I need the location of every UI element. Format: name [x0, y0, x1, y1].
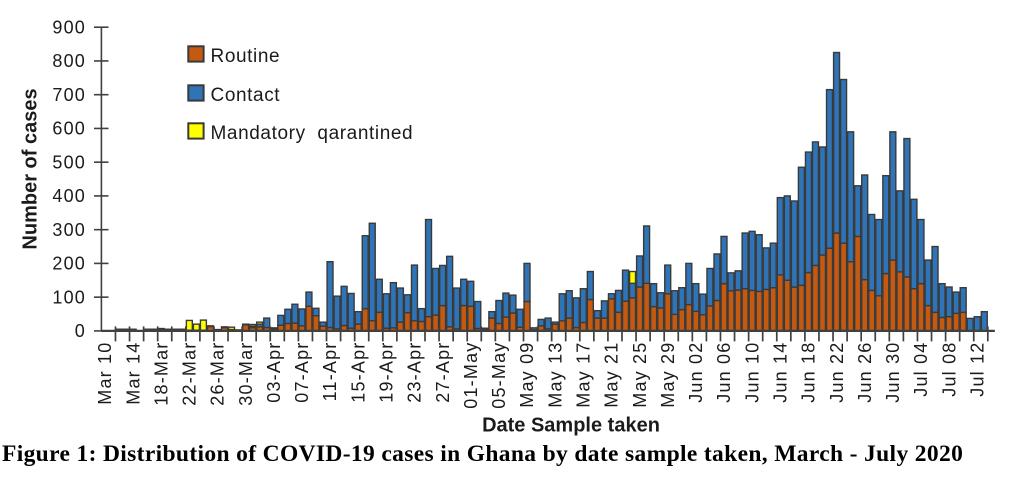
- svg-text:05-May: 05-May: [489, 341, 509, 408]
- svg-text:18-Mar: 18-Mar: [151, 342, 171, 406]
- svg-text:May 17: May 17: [574, 342, 594, 408]
- svg-text:Figure 1: Distribution of COVI: Figure 1: Distribution of COVID-19 cases…: [2, 441, 963, 467]
- svg-text:Jun 30: Jun 30: [883, 342, 903, 403]
- svg-text:Number of cases: Number of cases: [20, 88, 42, 249]
- svg-text:May 09: May 09: [517, 342, 537, 408]
- svg-text:Jul 08: Jul 08: [939, 342, 959, 397]
- svg-text:15-Apr: 15-Apr: [348, 342, 368, 403]
- svg-text:600: 600: [52, 119, 86, 139]
- svg-text:800: 800: [52, 51, 86, 71]
- svg-text:100: 100: [52, 287, 86, 307]
- svg-text:Jun 06: Jun 06: [714, 342, 734, 403]
- svg-text:300: 300: [52, 220, 86, 240]
- svg-text:0: 0: [75, 321, 86, 341]
- svg-text:200: 200: [52, 254, 86, 274]
- svg-text:07-Apr: 07-Apr: [292, 342, 312, 403]
- svg-text:Contact: Contact: [211, 85, 281, 106]
- svg-text:Jun 14: Jun 14: [770, 342, 790, 403]
- svg-text:Mandatory qarantined: Mandatory qarantined: [211, 123, 414, 144]
- svg-text:Jun 18: Jun 18: [799, 342, 819, 403]
- svg-text:Date Sample taken: Date Sample taken: [482, 415, 660, 437]
- svg-text:Jul 12: Jul 12: [967, 341, 987, 396]
- svg-text:Mar 10: Mar 10: [95, 342, 115, 405]
- svg-text:Routine: Routine: [211, 46, 281, 67]
- svg-text:Jun 02: Jun 02: [686, 342, 706, 403]
- svg-text:Jun 26: Jun 26: [855, 342, 875, 403]
- svg-text:May 21: May 21: [602, 342, 622, 408]
- svg-text:Mar 14: Mar 14: [123, 342, 143, 405]
- svg-text:11-Apr: 11-Apr: [320, 342, 340, 402]
- svg-text:03-Apr: 03-Apr: [264, 342, 284, 403]
- svg-text:Jun 10: Jun 10: [742, 342, 762, 403]
- svg-text:700: 700: [52, 85, 86, 105]
- svg-text:May 25: May 25: [630, 342, 650, 408]
- svg-text:Jul 04: Jul 04: [911, 342, 931, 397]
- svg-text:26-Mar: 26-Mar: [208, 342, 228, 406]
- svg-text:Jun 22: Jun 22: [827, 342, 847, 403]
- svg-text:27-Apr: 27-Apr: [433, 342, 453, 403]
- svg-text:19-Apr: 19-Apr: [377, 342, 397, 403]
- svg-text:May 29: May 29: [658, 342, 678, 408]
- svg-text:400: 400: [52, 186, 86, 206]
- svg-text:30-Mar: 30-Mar: [236, 342, 256, 406]
- svg-text:500: 500: [52, 152, 86, 172]
- svg-text:22-Mar: 22-Mar: [180, 342, 200, 406]
- svg-text:900: 900: [52, 17, 86, 37]
- svg-text:01-May: 01-May: [461, 342, 481, 409]
- svg-text:23-Apr: 23-Apr: [405, 342, 425, 403]
- svg-text:May 13: May 13: [545, 342, 565, 408]
